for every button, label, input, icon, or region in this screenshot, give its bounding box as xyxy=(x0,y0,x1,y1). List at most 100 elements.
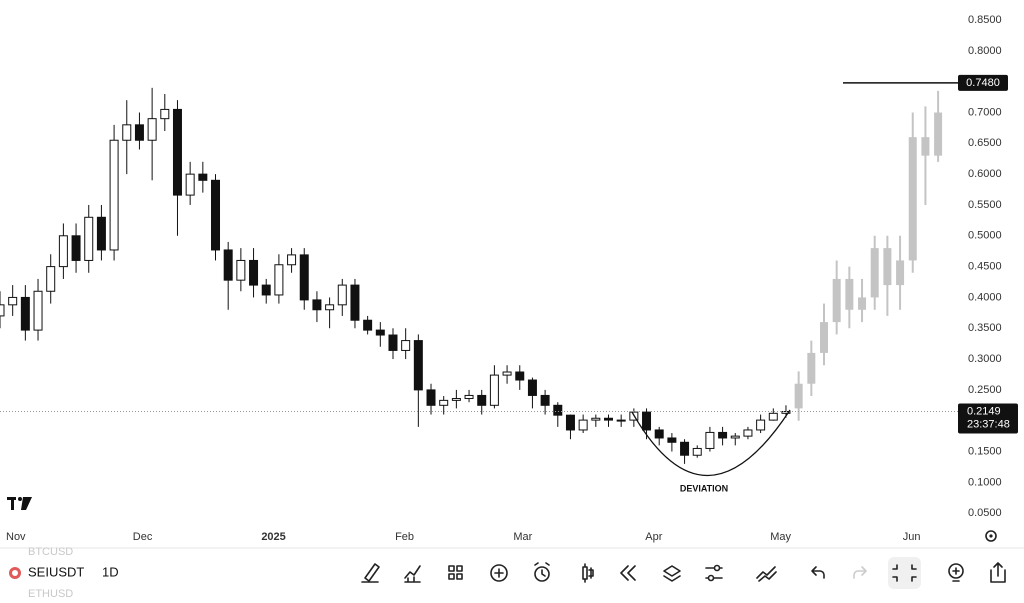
x-tick-label: Mar xyxy=(513,531,532,543)
x-tick-label: Jun xyxy=(903,531,921,543)
candle-body xyxy=(565,414,575,431)
draw-icon[interactable] xyxy=(361,563,380,583)
symbol-icon-inner xyxy=(12,570,18,576)
candle-body xyxy=(743,429,753,437)
candle-body xyxy=(413,340,423,391)
candle-body xyxy=(756,419,766,431)
indicator-icon[interactable] xyxy=(404,565,421,583)
candle-body xyxy=(236,259,246,281)
candle-body xyxy=(147,118,157,141)
candle-body xyxy=(515,371,525,381)
candle-body xyxy=(527,379,537,396)
candle-body xyxy=(58,235,68,268)
candle-body xyxy=(553,404,563,416)
candle-body xyxy=(261,284,271,296)
y-tick-label: 0.1500 xyxy=(968,445,1002,457)
candle-body xyxy=(122,124,132,141)
candle-body xyxy=(33,290,43,331)
x-tick-label: Dec xyxy=(133,531,153,543)
candle-body xyxy=(680,441,690,456)
candle-body xyxy=(934,112,943,156)
trend-icon[interactable] xyxy=(756,566,777,582)
candle-body xyxy=(312,299,322,311)
candle-body xyxy=(883,248,892,286)
candle-body xyxy=(616,419,626,422)
candle-body xyxy=(667,437,677,443)
add-icon[interactable] xyxy=(490,564,508,582)
candle-body xyxy=(921,137,930,156)
idea-icon[interactable] xyxy=(948,563,964,579)
add-icon-plus[interactable] xyxy=(494,568,504,578)
candle-body xyxy=(439,399,449,406)
candle-body xyxy=(477,394,487,406)
symbol[interactable]: SEIUSDT xyxy=(28,564,84,579)
candle-body xyxy=(274,264,284,296)
interval[interactable]: 1D xyxy=(102,564,119,579)
redo-icon[interactable] xyxy=(853,566,867,579)
candle-body xyxy=(502,371,512,376)
y-tick-label: 0.1000 xyxy=(968,476,1002,488)
candle-body xyxy=(464,394,474,400)
candle-icon[interactable] xyxy=(582,563,594,583)
candle-body xyxy=(20,296,30,331)
candle-body xyxy=(249,259,259,286)
share-icon[interactable] xyxy=(990,562,1006,583)
undo-icon[interactable] xyxy=(811,566,825,579)
candle-body xyxy=(0,304,5,317)
watchlist-item[interactable]: BTCUSD xyxy=(28,546,73,558)
candle-body xyxy=(451,398,461,401)
y-tick-label: 0.3000 xyxy=(968,353,1002,365)
candle-body xyxy=(730,435,740,439)
candle-body xyxy=(325,304,335,311)
y-tick-label: 0.3500 xyxy=(968,322,1002,334)
candle-body xyxy=(781,411,791,414)
settings-knob[interactable] xyxy=(713,564,721,572)
candle-body xyxy=(832,278,841,323)
x-tick-label: May xyxy=(770,531,791,543)
replay-icon[interactable] xyxy=(620,565,636,581)
candle-body xyxy=(896,260,905,286)
x-tick-label: Feb xyxy=(395,531,414,543)
y-tick-label: 0.8500 xyxy=(968,14,1002,26)
candle-body xyxy=(705,431,715,449)
fullscreen-button[interactable] xyxy=(888,557,921,589)
candle-body xyxy=(350,284,360,321)
last-price-label: 0.2149 xyxy=(967,405,1001,417)
logo xyxy=(7,497,32,510)
alert-icon[interactable] xyxy=(534,566,550,582)
watchlist-item[interactable]: ETHUSD xyxy=(28,588,73,600)
idea-icon-base[interactable] xyxy=(952,567,960,582)
candle-body xyxy=(820,322,829,353)
candle-body xyxy=(642,411,652,431)
level-label-bg xyxy=(958,74,1008,91)
settings-knob[interactable] xyxy=(707,574,715,582)
y-tick-label: 0.5000 xyxy=(968,230,1002,242)
candle-body xyxy=(718,431,728,439)
candle-body xyxy=(299,254,309,301)
candle-body xyxy=(489,374,499,406)
candle-body xyxy=(692,447,702,456)
x-tick-label: 2025 xyxy=(261,531,285,543)
layers-icon[interactable] xyxy=(663,565,681,582)
fullscreen-icon[interactable] xyxy=(892,564,917,582)
candle-body xyxy=(84,216,94,261)
y-tick-label: 0.0500 xyxy=(968,507,1002,519)
candle-body xyxy=(337,284,347,306)
candle-body xyxy=(96,216,106,251)
candle-body xyxy=(363,319,373,331)
y-tick-label: 0.8000 xyxy=(968,45,1002,57)
y-tick-label: 0.4500 xyxy=(968,261,1002,273)
x-tick-label: Nov xyxy=(6,531,26,543)
y-tick-label: 0.4000 xyxy=(968,291,1002,303)
alert-icon-hands[interactable] xyxy=(534,562,550,577)
x-tick-label: Apr xyxy=(645,531,662,543)
y-tick-label: 0.6500 xyxy=(968,137,1002,149)
candle-body xyxy=(870,248,879,298)
y-tick-label: 0.6000 xyxy=(968,168,1002,180)
axis-settings-icon[interactable] xyxy=(985,530,997,542)
layout-icon[interactable] xyxy=(448,565,463,580)
candle-body xyxy=(578,419,588,431)
